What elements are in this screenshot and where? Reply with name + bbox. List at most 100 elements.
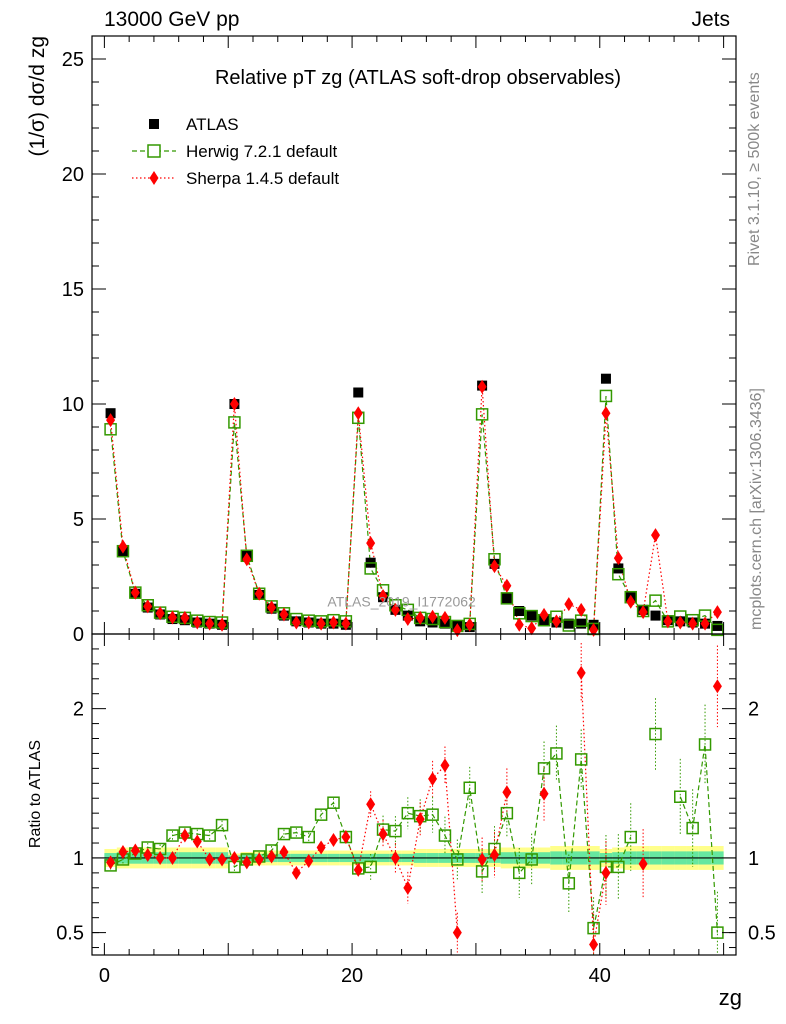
ratio-y-tick-label-left: 2 bbox=[73, 699, 84, 721]
marker-sherpa bbox=[638, 856, 648, 871]
marker-atlas bbox=[514, 606, 525, 616]
marker-sherpa bbox=[490, 847, 499, 862]
marker-sherpa bbox=[192, 834, 202, 849]
marker-herwig bbox=[599, 389, 613, 403]
marker-atlas bbox=[600, 373, 611, 384]
marker-herwig bbox=[500, 806, 514, 820]
marker-sherpa bbox=[688, 616, 698, 631]
marker-sherpa bbox=[539, 607, 549, 622]
marker-sherpa bbox=[576, 602, 586, 617]
marker-sherpa bbox=[613, 551, 623, 566]
series-line bbox=[110, 744, 718, 933]
plot-titles: ATLAS_2019_I1772062 Relative pT zg (ATLAS… bbox=[26, 36, 742, 1010]
marker-herwig bbox=[649, 727, 662, 741]
main-y-tick-label: 10 bbox=[62, 394, 84, 416]
marker-herwig bbox=[475, 408, 489, 421]
main-y-axis-label: (1/σ) dσ/d zg bbox=[26, 36, 49, 156]
marker-herwig bbox=[698, 738, 712, 751]
marker-sherpa bbox=[403, 612, 413, 627]
legend-marker-herwig bbox=[147, 144, 161, 158]
marker-sherpa bbox=[279, 844, 289, 859]
mcplots-label: mcplots.cern.ch [arXiv:1306.3436] bbox=[748, 388, 765, 630]
marker-sherpa bbox=[229, 850, 239, 865]
ratio-y-tick-label-right: 1 bbox=[748, 848, 759, 870]
error-bars bbox=[110, 642, 718, 955]
marker-herwig bbox=[364, 860, 377, 874]
marker-sherpa bbox=[601, 406, 611, 421]
marker-atlas bbox=[563, 618, 574, 629]
marker-sherpa bbox=[316, 616, 326, 631]
marker-herwig bbox=[537, 762, 551, 775]
marker-herwig bbox=[290, 826, 303, 839]
marker-atlas bbox=[576, 618, 587, 629]
marker-sherpa bbox=[428, 771, 438, 786]
legend-marker-atlas bbox=[149, 119, 159, 129]
marker-herwig bbox=[327, 796, 340, 809]
marker-herwig bbox=[711, 623, 724, 637]
marker-herwig bbox=[500, 592, 514, 605]
marker-sherpa bbox=[106, 855, 116, 870]
marker-sherpa bbox=[341, 616, 351, 631]
header-right: Jets bbox=[691, 8, 730, 31]
marker-sherpa bbox=[304, 853, 314, 868]
main-y-tick-label: 15 bbox=[62, 279, 84, 301]
main-y-tick-label: 0 bbox=[73, 624, 84, 646]
marker-sherpa bbox=[700, 616, 710, 631]
marker-herwig bbox=[401, 806, 415, 820]
marker-sherpa bbox=[551, 614, 561, 629]
marker-herwig bbox=[513, 866, 526, 880]
marker-sherpa bbox=[390, 602, 400, 617]
marker-sherpa bbox=[477, 852, 487, 867]
marker-sherpa bbox=[415, 610, 425, 625]
axes bbox=[91, 35, 737, 956]
marker-sherpa bbox=[353, 406, 363, 421]
marker-sherpa bbox=[130, 585, 140, 600]
marker-sherpa bbox=[155, 606, 165, 621]
rivet-version-label: Rivet 3.1.10, ≥ 500k events bbox=[746, 72, 763, 266]
marker-herwig bbox=[389, 824, 402, 838]
ratio-y-tick-label-right: 0.5 bbox=[748, 923, 776, 945]
marker-sherpa bbox=[106, 413, 116, 428]
marker-sherpa bbox=[291, 865, 301, 880]
marker-herwig bbox=[612, 860, 625, 874]
marker-herwig bbox=[624, 830, 637, 844]
watermark: ATLAS_2019_I1772062 bbox=[327, 593, 476, 609]
legend-label: ATLAS bbox=[186, 115, 239, 134]
marker-atlas bbox=[353, 387, 364, 398]
marker-sherpa bbox=[366, 797, 376, 812]
marker-sherpa bbox=[254, 586, 264, 601]
marker-sherpa bbox=[589, 622, 599, 637]
marker-sherpa bbox=[242, 855, 252, 870]
marker-herwig bbox=[203, 829, 216, 842]
marker-herwig bbox=[426, 808, 439, 821]
marker-sherpa bbox=[242, 552, 252, 567]
legend: ATLAS Herwig 7.2.1 default Sherpa 1.4.5 de… bbox=[132, 115, 339, 188]
ratio-y-tick-label-right: 2 bbox=[748, 699, 759, 721]
marker-sherpa bbox=[527, 621, 537, 636]
marker-atlas bbox=[501, 593, 512, 604]
marker-sherpa bbox=[712, 605, 722, 620]
marker-sherpa bbox=[168, 850, 177, 865]
marker-atlas bbox=[650, 610, 661, 621]
marker-sherpa bbox=[712, 679, 722, 694]
chart-title: Relative pT zg (ATLAS soft-drop observab… bbox=[215, 67, 621, 89]
marker-sherpa bbox=[341, 830, 351, 845]
marker-sherpa bbox=[180, 610, 190, 625]
marker-sherpa bbox=[168, 610, 177, 625]
marker-sherpa bbox=[390, 850, 400, 865]
legend-label: Herwig 7.2.1 default bbox=[186, 142, 337, 161]
marker-sherpa bbox=[601, 865, 611, 880]
marker-atlas bbox=[712, 620, 723, 631]
marker-sherpa bbox=[291, 615, 301, 630]
marker-herwig bbox=[314, 808, 328, 821]
marker-herwig bbox=[562, 877, 576, 890]
marker-herwig bbox=[686, 821, 699, 835]
marker-herwig bbox=[562, 619, 576, 632]
marker-sherpa bbox=[626, 594, 636, 609]
marker-sherpa bbox=[564, 597, 574, 612]
marker-sherpa bbox=[415, 812, 425, 827]
marker-sherpa bbox=[192, 615, 202, 630]
marker-sherpa bbox=[180, 828, 190, 843]
marker-sherpa bbox=[205, 852, 215, 867]
